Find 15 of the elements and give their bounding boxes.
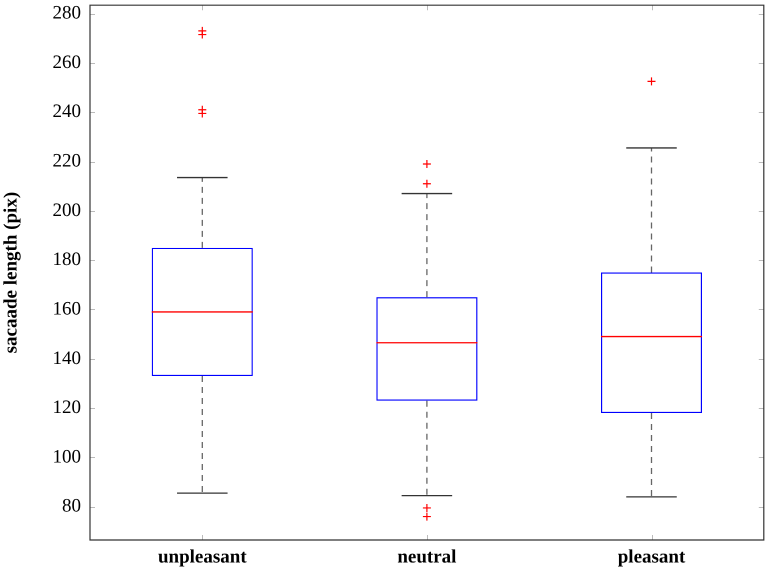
y-tick-label: 280: [52, 2, 81, 24]
y-tick-label: 200: [52, 200, 81, 221]
y-tick-label: 260: [52, 52, 81, 73]
y-tick-label: 120: [52, 397, 81, 418]
y-tick-label: 160: [52, 298, 81, 320]
y-tick-label: 180: [52, 249, 81, 270]
x-tick-label: neutral: [397, 546, 456, 568]
x-tick-label: pleasant: [618, 546, 686, 568]
y-axis-title: sacaade length (pix): [0, 192, 22, 354]
y-tick-label: 140: [52, 348, 81, 369]
y-tick-label: 220: [52, 150, 81, 172]
y-tick-label: 100: [52, 446, 81, 468]
y-tick-label: 240: [52, 101, 81, 122]
x-tick-label: unpleasant: [158, 546, 248, 568]
y-tick-label: 80: [62, 496, 81, 517]
